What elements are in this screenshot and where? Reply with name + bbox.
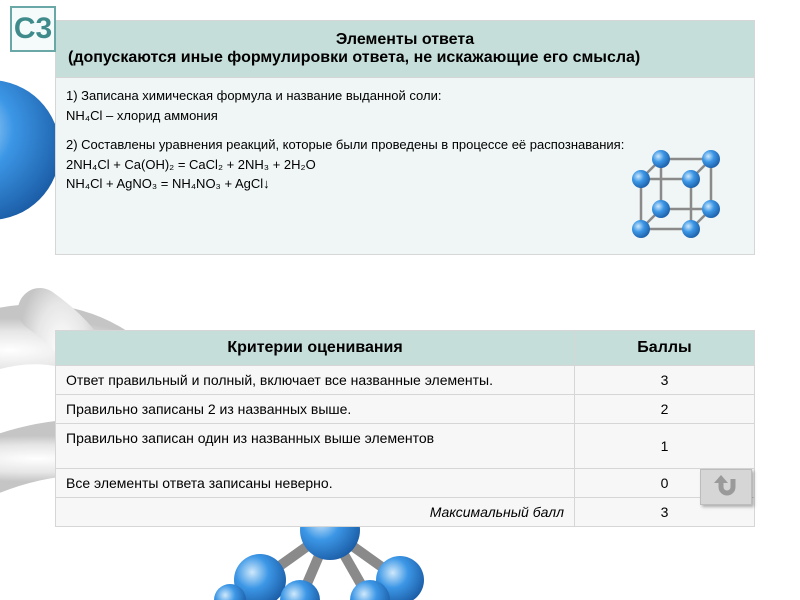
back-button[interactable] <box>700 469 752 505</box>
answer-elements-panel: Элементы ответа (допускаются иные формул… <box>55 20 755 255</box>
answer-header-line1: Элементы ответа <box>336 31 474 48</box>
criteria-score: 3 <box>575 366 755 395</box>
criteria-text: Все элементы ответа записаны неверно. <box>56 469 575 498</box>
answer-body: 1) Записана химическая формула и названи… <box>56 78 755 255</box>
answer-header-line2: (допускаются иные формулировки ответа, н… <box>68 49 742 67</box>
criteria-col1-header: Критерии оценивания <box>56 331 575 366</box>
table-row: Правильно записан один из названных выше… <box>56 424 755 469</box>
table-row: Ответ правильный и полный, включает все … <box>56 366 755 395</box>
answer-elements-table: Элементы ответа (допускаются иные формул… <box>55 20 755 255</box>
question-badge: С3 <box>10 6 56 52</box>
criteria-score: 1 <box>575 424 755 469</box>
crystal-lattice-icon <box>616 144 736 244</box>
criteria-max-label: Максимальный балл <box>56 498 575 527</box>
answer-item1-formula: NH₄Cl – хлорид аммония <box>66 106 744 126</box>
table-row-max: Максимальный балл 3 <box>56 498 755 527</box>
criteria-table: Критерии оценивания Баллы Ответ правильн… <box>55 330 755 527</box>
criteria-score: 2 <box>575 395 755 424</box>
table-row: Все элементы ответа записаны неверно. 0 <box>56 469 755 498</box>
criteria-text: Правильно записан один из названных выше… <box>56 424 575 469</box>
criteria-text: Ответ правильный и полный, включает все … <box>56 366 575 395</box>
criteria-col2-header: Баллы <box>575 331 755 366</box>
u-turn-icon <box>711 475 741 499</box>
answer-header: Элементы ответа (допускаются иные формул… <box>56 21 755 78</box>
answer-item1-label: 1) Записана химическая формула и названи… <box>66 86 744 106</box>
table-row: Правильно записаны 2 из названных выше. … <box>56 395 755 424</box>
criteria-panel: Критерии оценивания Баллы Ответ правильн… <box>55 330 755 527</box>
criteria-text: Правильно записаны 2 из названных выше. <box>56 395 575 424</box>
